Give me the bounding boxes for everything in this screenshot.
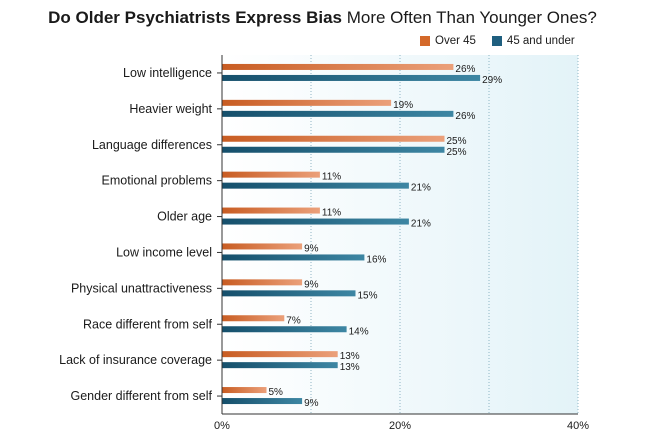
value-label: 25% <box>447 147 467 158</box>
value-label: 11% <box>322 172 341 183</box>
bar-45-and-under <box>222 326 347 333</box>
value-label: 9% <box>304 243 319 254</box>
category-label: Older age <box>157 210 212 224</box>
category-label: Race different from self <box>83 317 213 331</box>
value-label: 21% <box>411 183 431 194</box>
bar-over-45 <box>222 351 338 358</box>
legend-label-45-and-under: 45 and under <box>506 35 575 47</box>
legend-swatch-over-45 <box>420 36 430 46</box>
value-label: 5% <box>269 387 284 398</box>
category-label: Heavier weight <box>129 102 212 116</box>
x-tick-label: 20% <box>389 420 411 432</box>
value-label: 29% <box>482 75 502 86</box>
bar-45-and-under <box>222 182 409 189</box>
bar-over-45 <box>222 315 285 322</box>
legend-label-over-45: Over 45 <box>435 35 476 47</box>
bar-over-45 <box>222 63 454 70</box>
chart-title: Do Older Psychiatrists Express Bias More… <box>0 8 645 28</box>
value-label: 21% <box>411 219 431 230</box>
bar-45-and-under <box>222 218 409 225</box>
value-label: 13% <box>340 362 360 373</box>
legend-item-45-and-under: 45 and under <box>491 35 575 47</box>
bar-45-and-under <box>222 398 303 405</box>
value-label: 13% <box>340 351 360 362</box>
bar-45-and-under <box>222 110 454 117</box>
bar-over-45 <box>222 243 303 250</box>
value-label: 9% <box>304 398 319 409</box>
chart-title-rest: More Often Than Younger Ones? <box>342 8 597 27</box>
bar-over-45 <box>222 387 267 394</box>
bar-over-45 <box>222 207 320 214</box>
legend-swatch-45-and-under <box>491 36 502 46</box>
value-label: 25% <box>447 136 467 147</box>
value-label: 16% <box>366 254 386 265</box>
value-label: 15% <box>358 290 378 301</box>
x-tick-label: 0% <box>214 420 230 432</box>
bar-over-45 <box>222 279 303 286</box>
category-label: Gender different from self <box>70 389 212 403</box>
value-label: 14% <box>349 326 369 337</box>
bar-over-45 <box>222 171 320 178</box>
x-tick-label: 40% <box>567 420 589 432</box>
bar-45-and-under <box>222 362 338 369</box>
chart-title-bold: Do Older Psychiatrists Express Bias <box>48 8 342 27</box>
category-label: Language differences <box>92 138 212 152</box>
value-label: 9% <box>304 279 319 290</box>
value-label: 7% <box>286 315 301 326</box>
value-label: 26% <box>455 64 475 75</box>
value-label: 11% <box>322 208 341 219</box>
category-label: Lack of insurance coverage <box>59 353 212 367</box>
value-label: 26% <box>455 111 475 122</box>
category-label: Physical unattractiveness <box>71 281 212 295</box>
bar-45-and-under <box>222 290 356 297</box>
bar-45-and-under <box>222 254 365 261</box>
bar-45-and-under <box>222 146 445 153</box>
bar-45-and-under <box>222 74 481 81</box>
bar-over-45 <box>222 135 445 142</box>
legend-item-over-45: Over 45 <box>420 35 476 47</box>
category-label: Low intelligence <box>123 66 212 80</box>
value-label: 19% <box>393 100 413 111</box>
category-label: Low income level <box>116 245 212 259</box>
bar-over-45 <box>222 99 392 106</box>
category-label: Emotional problems <box>102 174 212 188</box>
legend: Over 45 45 and under <box>420 35 591 47</box>
